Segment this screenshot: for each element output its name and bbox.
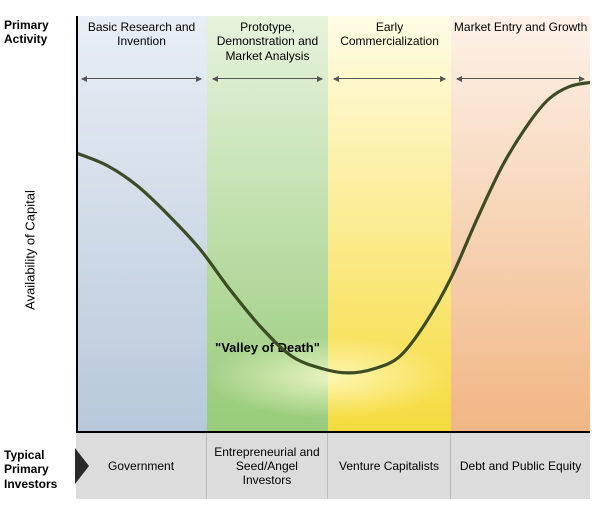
chart-area: Basic Research and InventionPrototype, D… [76,16,590,431]
typical-investors-label: Typical Primary Investors [4,448,76,491]
stage-header-2: Early Commercialization [328,16,451,72]
valley-of-death-label: "Valley of Death" [215,340,320,355]
stage-band-3: Market Entry and Growth [451,16,590,431]
primary-activity-label: Primary Activity [4,18,76,47]
stage-header-3: Market Entry and Growth [451,16,590,72]
investors-band: GovernmentEntrepreneurial and Seed/Angel… [76,433,590,499]
stage-extent-arrow-2 [328,74,451,84]
stage-extent-arrow-1 [207,74,328,84]
stage-extent-arrow-0 [76,74,207,84]
y-axis-area: Primary Activity Availability of Capital… [0,0,76,515]
investor-cell-1: Entrepreneurial and Seed/Angel Investors [207,433,328,499]
investor-cell-3: Debt and Public Equity [451,433,590,499]
y-axis-title: Availability of Capital [23,190,38,310]
investor-cell-0: Government [76,433,207,499]
stage-extent-arrow-3 [451,74,590,84]
figure-container: Primary Activity Availability of Capital… [0,0,600,515]
stage-band-0: Basic Research and Invention [76,16,207,431]
investor-cell-2: Venture Capitalists [328,433,451,499]
stage-header-0: Basic Research and Invention [76,16,207,72]
stage-header-1: Prototype, Demonstration and Market Anal… [207,16,328,72]
axis-y [76,16,78,431]
